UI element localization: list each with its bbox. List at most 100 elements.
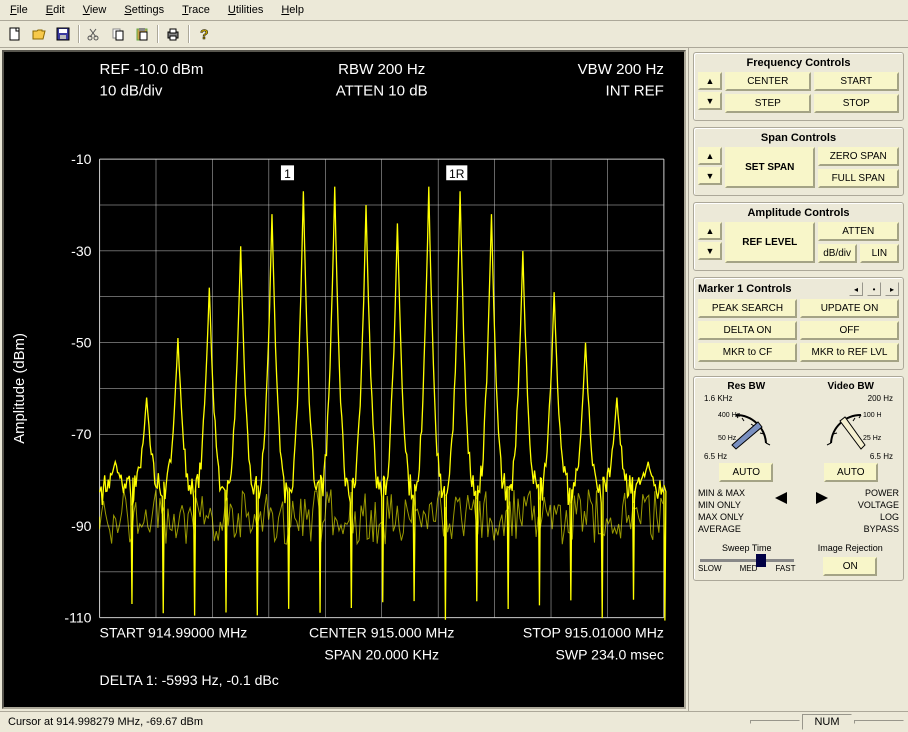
vidbw-title: Video BW xyxy=(828,381,874,392)
menu-edit[interactable]: Edit xyxy=(38,1,73,19)
marker-prev-icon[interactable]: ◂ xyxy=(849,282,863,296)
detector-selector[interactable]: MIN & MAX MIN ONLY MAX ONLY AVERAGE xyxy=(698,488,745,535)
span-down-icon[interactable]: ▼ xyxy=(698,167,722,185)
freq-updown[interactable]: ▲ ▼ xyxy=(698,72,722,113)
new-icon[interactable] xyxy=(4,23,26,45)
start-freq-button[interactable]: START xyxy=(814,72,900,91)
center-button[interactable]: CENTER xyxy=(725,72,811,91)
img-rej-title: Image Rejection xyxy=(802,543,900,553)
svg-text:25 Hz: 25 Hz xyxy=(863,435,881,442)
print-icon[interactable] xyxy=(162,23,184,45)
marker-dot-icon[interactable]: • xyxy=(867,282,881,296)
bw-controls: Res BW 1.6 KHz 400 Hz 50 Hz 6.5 Hz AUTO xyxy=(693,376,904,581)
freq-down-icon[interactable]: ▼ xyxy=(698,92,722,110)
status-num: NUM xyxy=(802,714,852,730)
svg-text:CENTER 915.000 MHz: CENTER 915.000 MHz xyxy=(309,625,454,641)
lin-button[interactable]: LIN xyxy=(860,244,899,263)
freq-title: Frequency Controls xyxy=(698,57,899,69)
span-controls: Span Controls ▲ ▼ SET SPAN ZERO SPAN FUL… xyxy=(693,127,904,196)
ref-level-button[interactable]: REF LEVEL xyxy=(725,222,815,263)
mkr-to-cf-button[interactable]: MKR to CF xyxy=(698,343,797,362)
span-updown[interactable]: ▲ ▼ xyxy=(698,147,722,188)
frequency-controls: Frequency Controls ▲ ▼ CENTER STEP START… xyxy=(693,52,904,121)
svg-text:START 914.99000 MHz: START 914.99000 MHz xyxy=(100,625,248,641)
img-rej-button[interactable]: ON xyxy=(823,557,877,576)
marker-title: Marker 1 Controls xyxy=(698,283,792,295)
menu-trace[interactable]: Trace xyxy=(174,1,218,19)
statusbar: Cursor at 914.998279 MHz, -69.67 dBm NUM xyxy=(0,711,908,732)
resbw-l3: 6.5 Hz xyxy=(704,452,727,461)
svg-text:-50: -50 xyxy=(71,335,92,351)
svg-text:10 dB/div: 10 dB/div xyxy=(100,83,163,100)
delta-on-button[interactable]: DELTA ON xyxy=(698,321,797,340)
resbw-auto-button[interactable]: AUTO xyxy=(719,463,773,482)
scale-selector[interactable]: POWER VOLTAGE LOG BYPASS xyxy=(858,488,899,535)
full-span-button[interactable]: FULL SPAN xyxy=(818,169,900,188)
amp-updown[interactable]: ▲ ▼ xyxy=(698,222,722,263)
svg-text:SPAN 20.000 KHz: SPAN 20.000 KHz xyxy=(324,646,439,662)
atten-button[interactable]: ATTEN xyxy=(818,222,900,241)
svg-text:-70: -70 xyxy=(71,426,92,442)
peak-search-button[interactable]: PEAK SEARCH xyxy=(698,299,797,318)
svg-text:ATTEN 10 dB: ATTEN 10 dB xyxy=(336,83,428,100)
svg-text:?: ? xyxy=(200,26,209,42)
help-icon[interactable]: ? xyxy=(193,23,215,45)
menu-view[interactable]: View xyxy=(75,1,115,19)
span-up-icon[interactable]: ▲ xyxy=(698,147,722,165)
svg-text:1: 1 xyxy=(284,167,291,181)
resbw-l0: 1.6 KHz xyxy=(704,394,732,403)
svg-text:STOP 915.01000 MHz: STOP 915.01000 MHz xyxy=(523,625,664,641)
open-icon[interactable] xyxy=(28,23,50,45)
svg-text:DELTA 1: -5993 Hz, -0.1 dBc: DELTA 1: -5993 Hz, -0.1 dBc xyxy=(100,672,279,688)
cursor-readout: Cursor at 914.998279 MHz, -69.67 dBm xyxy=(4,715,748,729)
menu-utilities[interactable]: Utilities xyxy=(220,1,271,19)
amp-title: Amplitude Controls xyxy=(698,207,899,219)
marker-off-button[interactable]: OFF xyxy=(800,321,899,340)
amp-down-icon[interactable]: ▼ xyxy=(698,242,722,260)
menu-help[interactable]: Help xyxy=(273,1,312,19)
mkr-to-reflvl-button[interactable]: MKR to REF LVL xyxy=(800,343,899,362)
freq-up-icon[interactable]: ▲ xyxy=(698,72,722,90)
marker-controls: Marker 1 Controls ◂ • ▸ PEAK SEARCH UPDA… xyxy=(693,277,904,370)
stop-freq-button[interactable]: STOP xyxy=(814,94,900,113)
set-span-button[interactable]: SET SPAN xyxy=(725,147,815,188)
svg-text:INT REF: INT REF xyxy=(606,83,664,100)
svg-text:VBW 200 Hz: VBW 200 Hz xyxy=(578,61,664,78)
svg-text:100 Hz: 100 Hz xyxy=(863,412,881,419)
svg-text:-90: -90 xyxy=(71,518,92,534)
svg-text:RBW 200 Hz: RBW 200 Hz xyxy=(338,61,425,78)
svg-text:-10: -10 xyxy=(71,151,92,167)
resbw-title: Res BW xyxy=(727,381,765,392)
selector-pointer-right-icon xyxy=(816,488,830,532)
menubar: File Edit View Settings Trace Utilities … xyxy=(0,0,908,21)
update-on-button[interactable]: UPDATE ON xyxy=(800,299,899,318)
copy-icon[interactable] xyxy=(107,23,129,45)
side-panel: Frequency Controls ▲ ▼ CENTER STEP START… xyxy=(688,48,908,711)
save-icon[interactable] xyxy=(52,23,74,45)
span-title: Span Controls xyxy=(698,132,899,144)
status-empty2 xyxy=(854,720,904,724)
spectrum-plot[interactable]: REF -10.0 dBm RBW 200 Hz VBW 200 Hz 10 dB/d… xyxy=(2,50,686,709)
svg-text:REF -10.0 dBm: REF -10.0 dBm xyxy=(100,61,204,78)
paste-icon[interactable] xyxy=(131,23,153,45)
marker-next-icon[interactable]: ▸ xyxy=(885,282,899,296)
zero-span-button[interactable]: ZERO SPAN xyxy=(818,147,900,166)
vidbw-l3: 6.5 Hz xyxy=(870,452,893,461)
resbw-gauge[interactable]: 400 Hz 50 Hz xyxy=(716,405,776,450)
cut-icon[interactable] xyxy=(83,23,105,45)
menu-settings[interactable]: Settings xyxy=(116,1,172,19)
selector-pointer-left-icon xyxy=(773,488,787,532)
amp-up-icon[interactable]: ▲ xyxy=(698,222,722,240)
vidbw-gauge[interactable]: 100 Hz 25 Hz xyxy=(821,405,881,450)
dbdiv-button[interactable]: dB/div xyxy=(818,244,857,263)
svg-text:Amplitude (dBm): Amplitude (dBm) xyxy=(11,333,28,444)
svg-text:SWP 234.0 msec: SWP 234.0 msec xyxy=(555,646,663,662)
svg-text:1R: 1R xyxy=(449,167,465,181)
svg-text:-110: -110 xyxy=(64,610,91,626)
step-button[interactable]: STEP xyxy=(725,94,811,113)
svg-text:-30: -30 xyxy=(71,243,92,259)
menu-file[interactable]: File xyxy=(2,1,36,19)
vidbw-auto-button[interactable]: AUTO xyxy=(824,463,878,482)
toolbar: ? xyxy=(0,21,908,48)
sweep-slider[interactable] xyxy=(700,559,794,562)
